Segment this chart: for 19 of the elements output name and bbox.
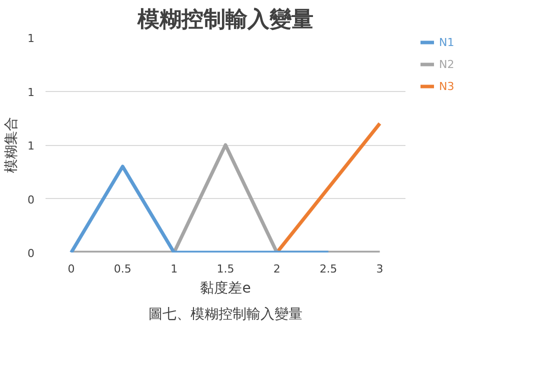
x-tick-label: 0 [68, 262, 75, 276]
legend-label: N3 [439, 80, 456, 93]
y-axis-title: 模糊集合 [4, 117, 20, 173]
y-tick-label: 1 [28, 86, 34, 99]
text: 圖七、模糊控制輸入變量 [148, 306, 302, 322]
x-tick-label: 0.5 [114, 262, 132, 276]
y-tick-label: 0 [28, 193, 34, 206]
x-tick-label: 2 [273, 262, 280, 276]
x-tick-label: 3 [376, 262, 384, 276]
y-tick-label: 1 [28, 32, 34, 45]
x-tick-label: 2.5 [320, 262, 338, 276]
x-tick-label: 1.5 [216, 262, 234, 276]
chart-title: 模糊控制輸入變量 [136, 8, 314, 32]
y-tick-label: 0 [28, 247, 34, 260]
x-tick-label: 1 [170, 262, 178, 276]
y-tick-label: 1 [28, 140, 34, 152]
legend-label: N1 [439, 36, 456, 49]
x-axis-title: 黏度差e [200, 280, 251, 296]
legend-label: N2 [439, 58, 456, 71]
